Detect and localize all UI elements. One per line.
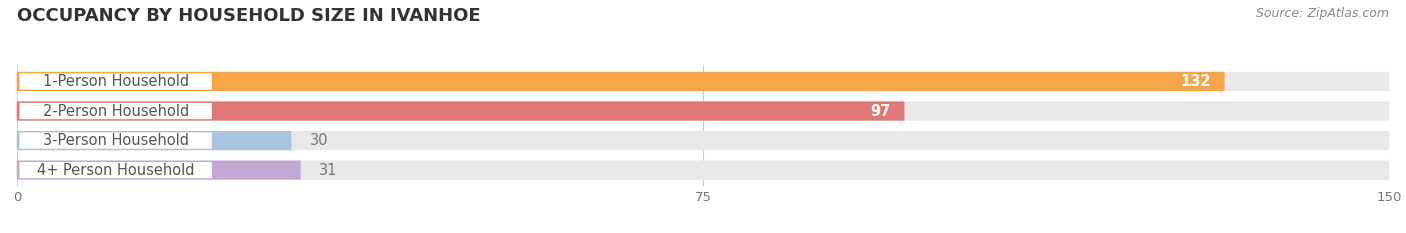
FancyBboxPatch shape	[17, 131, 1389, 150]
FancyBboxPatch shape	[17, 131, 291, 150]
Text: 2-Person Household: 2-Person Household	[42, 103, 188, 119]
FancyBboxPatch shape	[17, 101, 1389, 121]
FancyBboxPatch shape	[17, 101, 904, 121]
FancyBboxPatch shape	[17, 161, 301, 180]
Text: 31: 31	[319, 163, 337, 178]
FancyBboxPatch shape	[17, 72, 1225, 91]
Text: 3-Person Household: 3-Person Household	[42, 133, 188, 148]
Text: OCCUPANCY BY HOUSEHOLD SIZE IN IVANHOE: OCCUPANCY BY HOUSEHOLD SIZE IN IVANHOE	[17, 7, 481, 25]
Text: 4+ Person Household: 4+ Person Household	[37, 163, 194, 178]
FancyBboxPatch shape	[17, 161, 1389, 180]
Text: 132: 132	[1180, 74, 1211, 89]
Text: 30: 30	[309, 133, 328, 148]
FancyBboxPatch shape	[17, 72, 1389, 91]
Text: 1-Person Household: 1-Person Household	[42, 74, 188, 89]
Text: 97: 97	[870, 103, 890, 119]
Text: Source: ZipAtlas.com: Source: ZipAtlas.com	[1256, 7, 1389, 20]
FancyBboxPatch shape	[20, 73, 212, 90]
FancyBboxPatch shape	[20, 103, 212, 119]
FancyBboxPatch shape	[20, 162, 212, 178]
FancyBboxPatch shape	[20, 132, 212, 149]
